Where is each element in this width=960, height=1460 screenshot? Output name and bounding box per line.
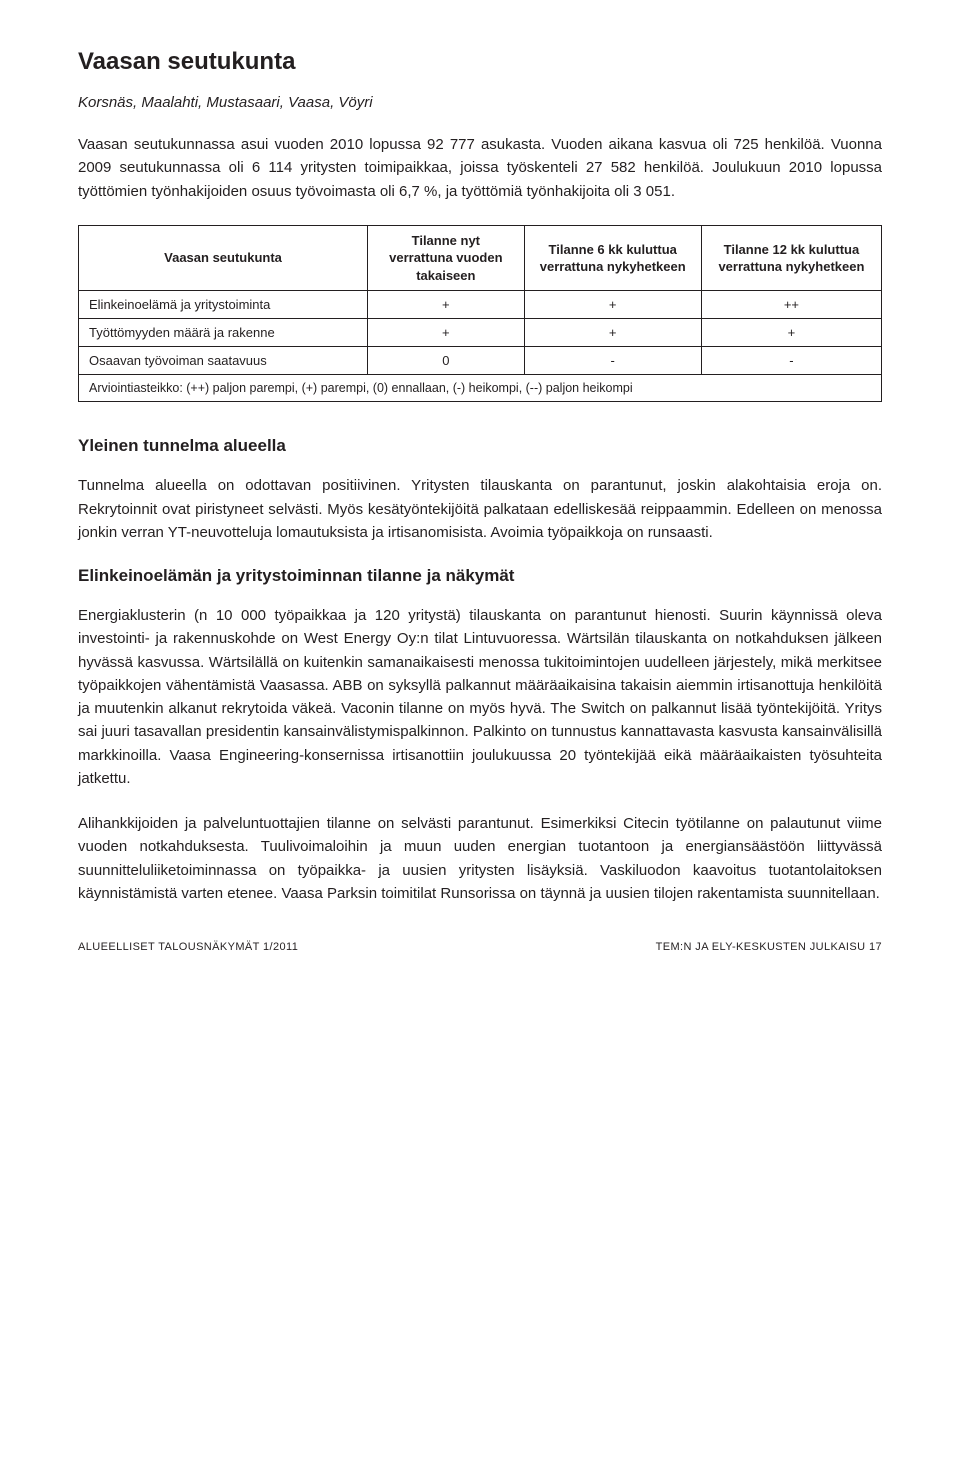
table-footnote-row: Arviointiasteikko: (++) paljon parempi, … (79, 375, 882, 402)
section-heading-general: Yleinen tunnelma alueella (78, 436, 882, 456)
municipality-list: Korsnäs, Maalahti, Mustasaari, Vaasa, Vö… (78, 94, 882, 111)
row-label: Elinkeinoelämä ja yritystoiminta (79, 291, 368, 319)
page-title: Vaasan seutukunta (78, 48, 882, 76)
section-heading-business: Elinkeinoelämän ja yritystoiminnan tilan… (78, 566, 882, 586)
table-col-header: Tilanne 12 kk kuluttua verrattuna nykyhe… (701, 225, 881, 291)
assessment-table: Vaasan seutukunta Tilanne nyt verrattuna… (78, 225, 882, 403)
page-footer: ALUEELLISET TALOUSNÄKYMÄT 1/2011 TEM:N J… (78, 941, 882, 953)
row-val: - (701, 347, 881, 375)
table-col-header: Tilanne 6 kk kuluttua verrattuna nykyhet… (524, 225, 701, 291)
footer-right-text: TEM:N JA ELY-KESKUSTEN JULKAISU (656, 941, 866, 953)
page-number: 17 (869, 941, 882, 953)
table-footnote: Arviointiasteikko: (++) paljon parempi, … (79, 375, 882, 402)
intro-paragraph: Vaasan seutukunnassa asui vuoden 2010 lo… (78, 133, 882, 203)
row-val: + (368, 291, 524, 319)
section-para: Alihankkijoiden ja palveluntuottajien ti… (78, 812, 882, 905)
row-val: + (368, 319, 524, 347)
row-val: + (701, 319, 881, 347)
row-label: Työttömyyden määrä ja rakenne (79, 319, 368, 347)
row-label: Osaavan työvoiman saatavuus (79, 347, 368, 375)
row-val: 0 (368, 347, 524, 375)
table-row: Työttömyyden määrä ja rakenne + + + (79, 319, 882, 347)
row-val: ++ (701, 291, 881, 319)
table-col-header: Tilanne nyt verrattuna vuoden takaiseen (368, 225, 524, 291)
table-row: Osaavan työvoiman saatavuus 0 - - (79, 347, 882, 375)
row-val: + (524, 291, 701, 319)
table-rowheader: Vaasan seutukunta (79, 225, 368, 291)
table-row: Elinkeinoelämä ja yritystoiminta + + ++ (79, 291, 882, 319)
row-val: - (524, 347, 701, 375)
section-para: Energiaklusterin (n 10 000 työpaikkaa ja… (78, 604, 882, 790)
footer-left: ALUEELLISET TALOUSNÄKYMÄT 1/2011 (78, 941, 298, 953)
section-para: Tunnelma alueella on odottavan positiivi… (78, 474, 882, 544)
row-val: + (524, 319, 701, 347)
footer-right: TEM:N JA ELY-KESKUSTEN JULKAISU 17 (656, 941, 882, 953)
